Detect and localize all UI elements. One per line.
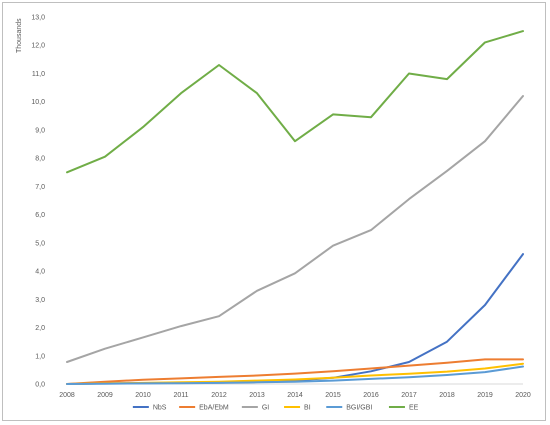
y-tick-label: 12,0	[31, 43, 45, 50]
y-tick-label: 6,0	[35, 212, 45, 219]
x-tick-label: 2013	[249, 392, 265, 399]
chart-frame: 0,0 1,0 2,0 3,0 4,0 5,0 6,0 7,0 8,0 9,0 10,0 11,0 12…	[2, 2, 546, 421]
x-tick-label: 2009	[97, 392, 113, 399]
y-tick-label: 2,0	[35, 325, 45, 332]
x-tick-label: 2017	[401, 392, 417, 399]
legend-label-bi: BI	[304, 405, 311, 412]
y-tick-label: 5,0	[35, 240, 45, 247]
y-tick-label: 9,0	[35, 127, 45, 134]
series-line-eba-ebm	[66, 358, 524, 385]
legend-label-eba-ebm: EbA/EbM	[199, 405, 229, 412]
legend: NbS EbA/EbM GI BI BGI/GBI EE	[132, 405, 419, 412]
x-tick-label: 2014	[287, 392, 303, 399]
y-axis-title: Thousands	[16, 18, 23, 53]
y-tick-label: 1,0	[35, 353, 45, 360]
y-tick-label: 4,0	[35, 269, 45, 276]
legend-label-nbs: NbS	[153, 405, 167, 412]
y-tick-label: 0,0	[35, 382, 45, 389]
x-tick-label: 2020	[515, 392, 531, 399]
y-tick-label: 13,0	[31, 15, 45, 22]
legend-label-bgi-gbi: BGI/GBI	[346, 405, 372, 412]
series-layer	[66, 30, 524, 385]
line-chart: 0,0 1,0 2,0 3,0 4,0 5,0 6,0 7,0 8,0 9,0 10,0 11,0 12…	[16, 15, 531, 412]
legend-label-gi: GI	[262, 405, 269, 412]
axis-layer: 0,0 1,0 2,0 3,0 4,0 5,0 6,0 7,0 8,0 9,0 10,0 11,0 12…	[16, 15, 531, 400]
series-line-gi	[66, 95, 524, 363]
y-tick-label: 11,0	[32, 71, 45, 78]
x-tick-label: 2016	[363, 392, 379, 399]
legend-label-ee: EE	[409, 405, 419, 412]
y-tick-label: 7,0	[35, 184, 45, 191]
series-line-bgi-gbi	[66, 365, 524, 385]
x-tick-label: 2010	[135, 392, 151, 399]
series-line-ee	[66, 30, 524, 174]
x-tick-label: 2011	[173, 392, 188, 399]
y-tick-label: 8,0	[35, 156, 45, 163]
x-tick-label: 2012	[211, 392, 227, 399]
x-tick-label: 2019	[477, 392, 493, 399]
x-tick-label: 2008	[59, 392, 75, 399]
y-tick-label: 3,0	[35, 297, 45, 304]
y-tick-label: 10,0	[31, 99, 45, 106]
x-tick-label: 2018	[439, 392, 455, 399]
x-tick-label: 2015	[325, 392, 341, 399]
